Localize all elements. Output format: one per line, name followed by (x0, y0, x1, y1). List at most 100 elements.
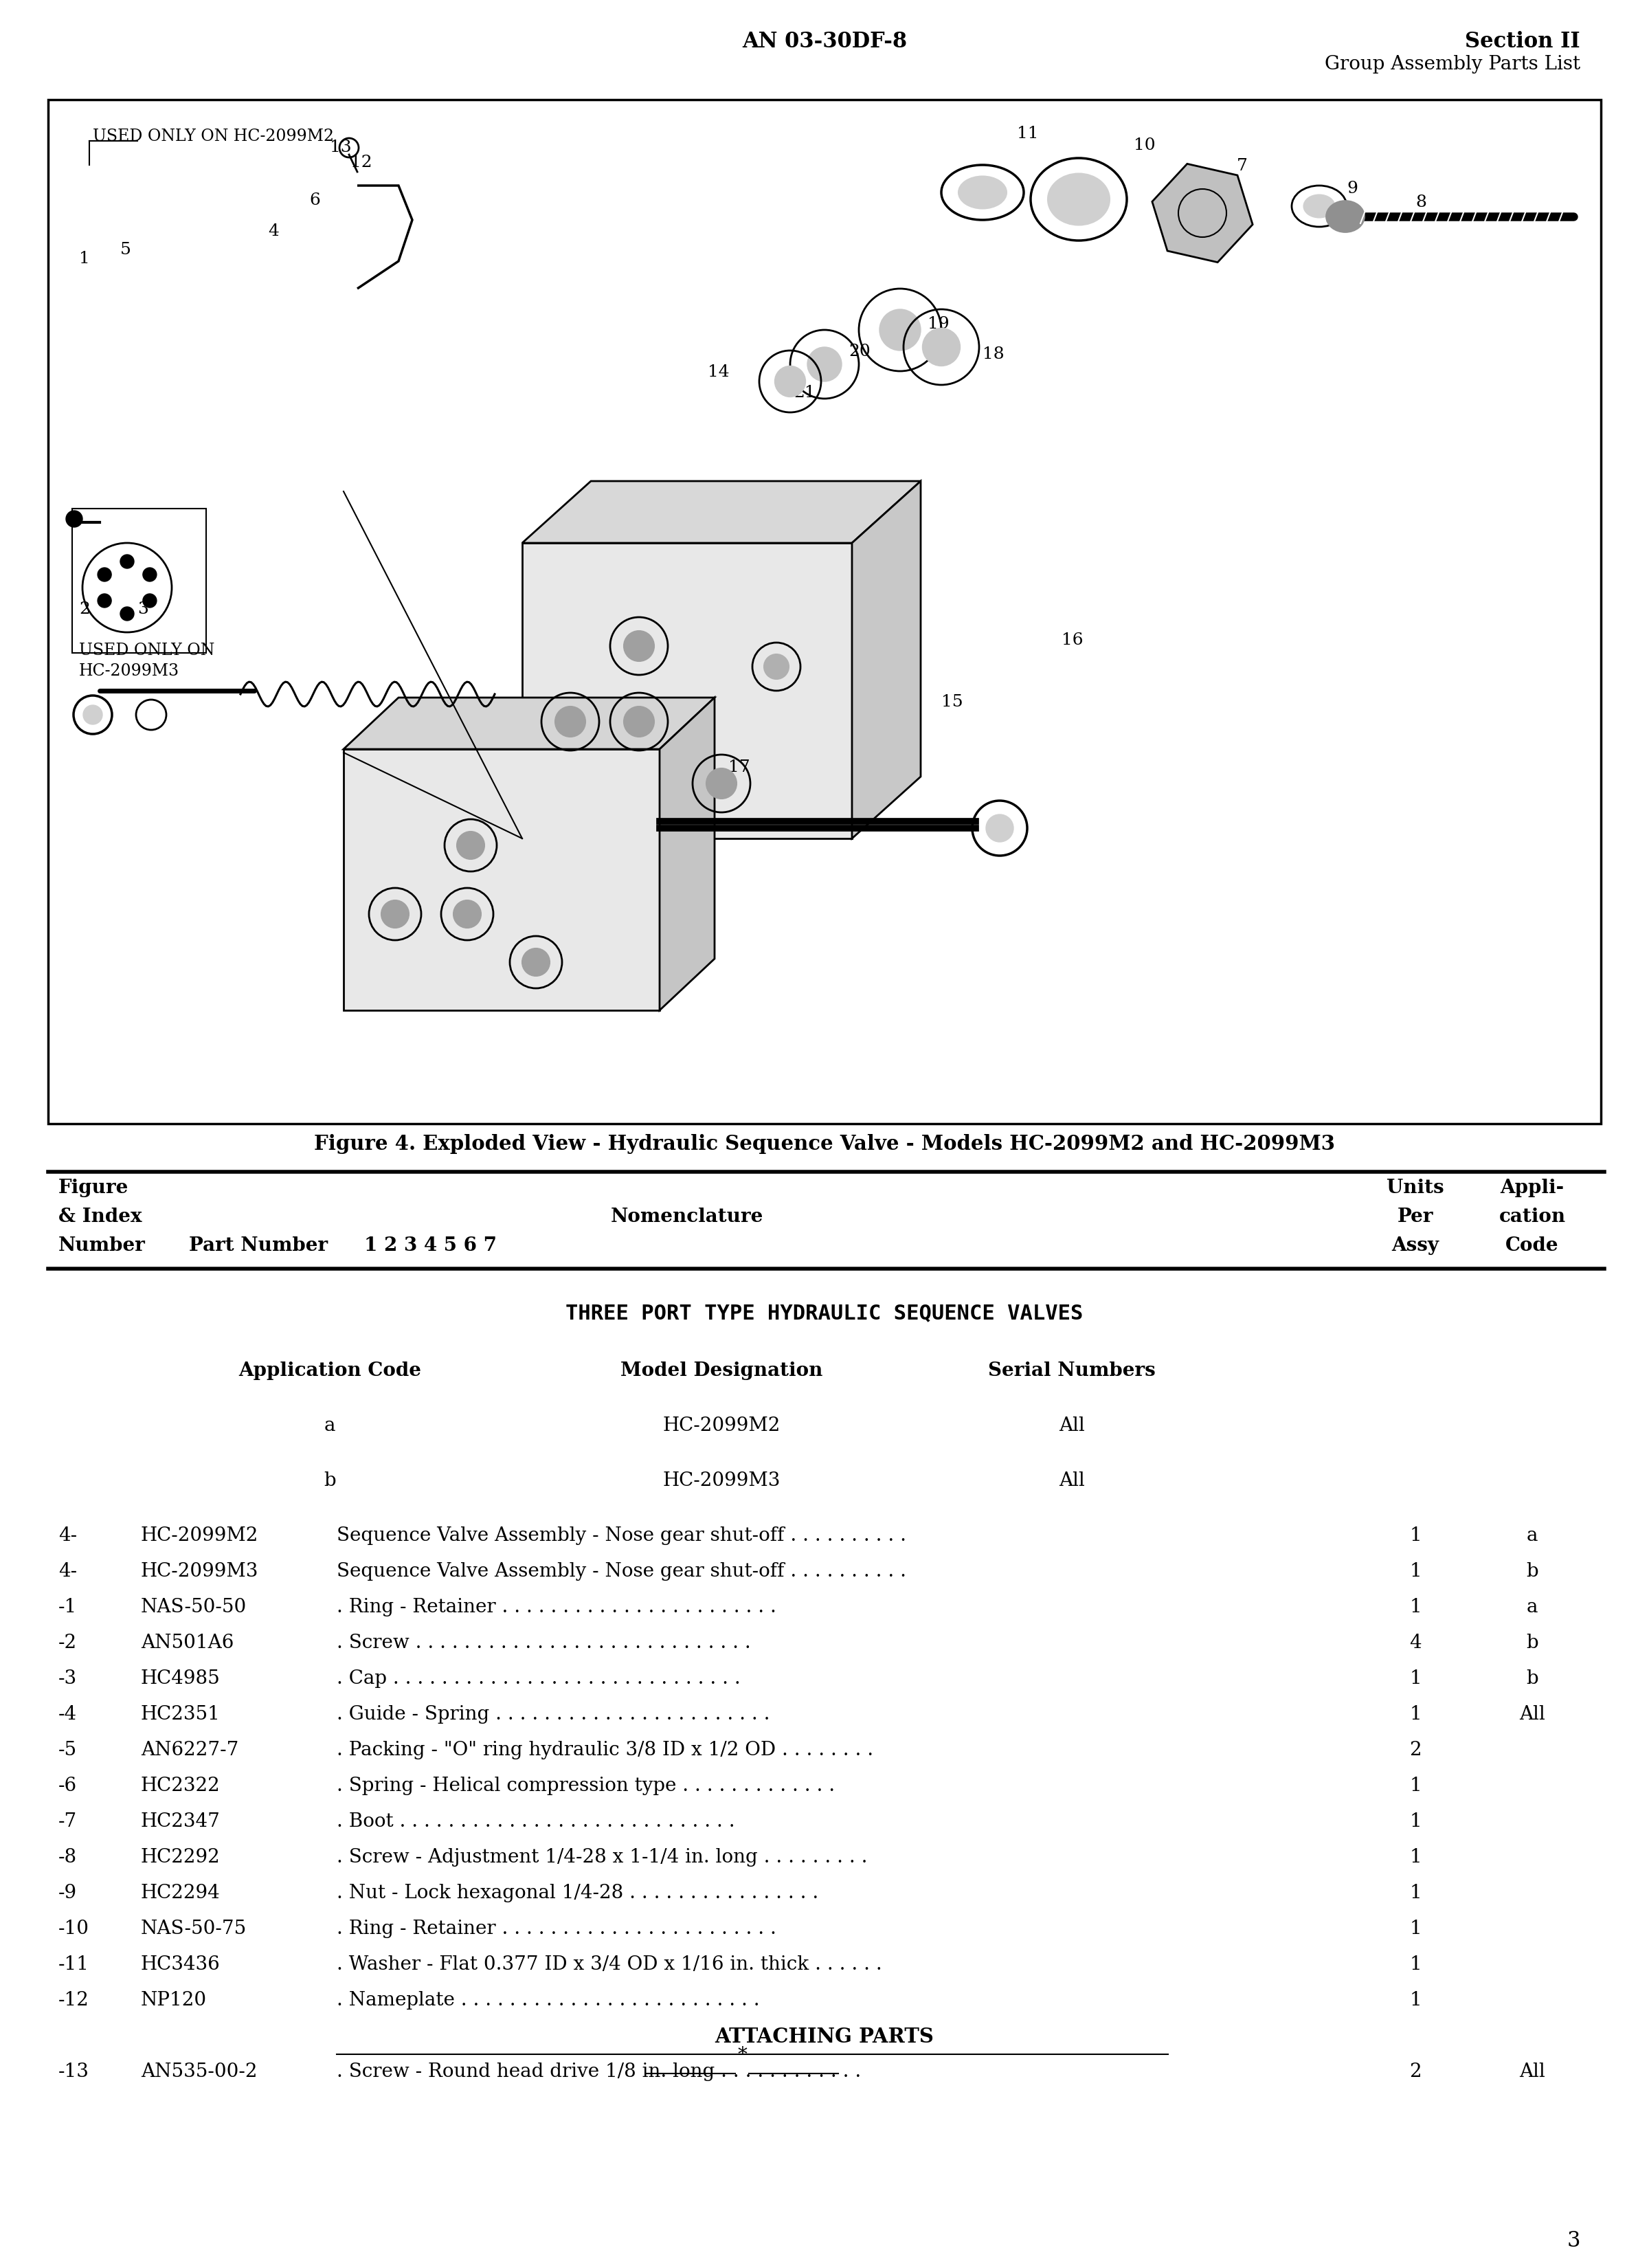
Text: Code: Code (1506, 1236, 1558, 1254)
Text: . Nut - Lock hexagonal 1/4-28 . . . . . . . . . . . . . . . .: . Nut - Lock hexagonal 1/4-28 . . . . . … (336, 1885, 818, 1903)
Circle shape (120, 556, 134, 569)
Text: All: All (1059, 1472, 1085, 1490)
Text: HC2347: HC2347 (140, 1812, 221, 1830)
Text: 11: 11 (1017, 125, 1039, 141)
Text: HC4985: HC4985 (140, 1669, 221, 1687)
Text: -5: -5 (58, 1742, 78, 1760)
Text: NAS-50-75: NAS-50-75 (140, 1919, 247, 1939)
Text: b: b (1525, 1669, 1539, 1687)
Circle shape (143, 567, 157, 581)
Circle shape (82, 705, 102, 723)
Text: 19: 19 (927, 315, 950, 331)
Text: -13: -13 (58, 2062, 89, 2082)
Ellipse shape (958, 177, 1006, 209)
Text: 1: 1 (79, 252, 89, 268)
Bar (523, 542, 853, 839)
Circle shape (763, 653, 788, 678)
Text: . Nameplate . . . . . . . . . . . . . . . . . . . . . . . . .: . Nameplate . . . . . . . . . . . . . . … (336, 1991, 760, 2009)
Text: HC-2099M2: HC-2099M2 (663, 1418, 780, 1436)
Text: . Ring - Retainer . . . . . . . . . . . . . . . . . . . . . . .: . Ring - Retainer . . . . . . . . . . . … (336, 1599, 777, 1617)
Text: 1: 1 (1410, 1706, 1421, 1724)
Text: Units: Units (1387, 1179, 1445, 1198)
Text: -9: -9 (58, 1885, 78, 1903)
Circle shape (97, 567, 112, 581)
Text: Section II: Section II (1464, 32, 1580, 52)
Text: AN535-00-2: AN535-00-2 (140, 2062, 257, 2082)
Text: 15: 15 (942, 694, 963, 710)
Text: 8: 8 (1415, 195, 1426, 211)
Text: -2: -2 (58, 1633, 78, 1651)
Text: All: All (1059, 1418, 1085, 1436)
Text: 1: 1 (1410, 1563, 1421, 1581)
Text: 1 2 3 4 5 6 7: 1 2 3 4 5 6 7 (364, 1236, 496, 1254)
Text: a: a (1527, 1599, 1539, 1617)
Text: 12: 12 (351, 154, 373, 170)
Text: 4: 4 (267, 222, 279, 238)
Text: HC-2099M3: HC-2099M3 (663, 1472, 780, 1490)
Text: -10: -10 (58, 1919, 89, 1939)
Text: NP120: NP120 (140, 1991, 206, 2009)
Circle shape (523, 948, 549, 975)
Text: Figure 4. Exploded View - Hydraulic Sequence Valve - Models HC-2099M2 and HC-209: Figure 4. Exploded View - Hydraulic Sequ… (313, 1134, 1336, 1154)
Text: -12: -12 (58, 1991, 89, 2009)
Text: a: a (1527, 1526, 1539, 1545)
Circle shape (556, 708, 585, 737)
Text: Per: Per (1397, 1207, 1433, 1227)
Text: . Spring - Helical compression type . . . . . . . . . . . . .: . Spring - Helical compression type . . … (336, 1776, 834, 1796)
Text: 1: 1 (1410, 1599, 1421, 1617)
Text: 14: 14 (707, 365, 729, 381)
Text: AN501A6: AN501A6 (140, 1633, 234, 1651)
Circle shape (623, 631, 655, 662)
Text: 1: 1 (1410, 1848, 1421, 1867)
Text: Part Number: Part Number (190, 1236, 328, 1254)
Text: b: b (323, 1472, 336, 1490)
Ellipse shape (1047, 175, 1110, 225)
Text: . Boot . . . . . . . . . . . . . . . . . . . . . . . . . . . .: . Boot . . . . . . . . . . . . . . . . .… (336, 1812, 735, 1830)
Text: 1: 1 (1410, 1812, 1421, 1830)
Text: Model Designation: Model Designation (620, 1361, 823, 1379)
Circle shape (623, 708, 655, 737)
Circle shape (97, 594, 112, 608)
Circle shape (381, 900, 409, 928)
Polygon shape (660, 699, 714, 1009)
Polygon shape (853, 481, 920, 839)
Text: Nomenclature: Nomenclature (610, 1207, 763, 1227)
Text: . Screw - Adjustment 1/4-28 x 1-1/4 in. long . . . . . . . . .: . Screw - Adjustment 1/4-28 x 1-1/4 in. … (336, 1848, 867, 1867)
Circle shape (120, 608, 134, 621)
Text: . Washer - Flat 0.377 ID x 3/4 OD x 1/16 in. thick . . . . . .: . Washer - Flat 0.377 ID x 3/4 OD x 1/16… (336, 1955, 882, 1973)
Text: NAS-50-50: NAS-50-50 (140, 1599, 247, 1617)
Circle shape (986, 814, 1014, 841)
Text: HC-2099M3: HC-2099M3 (140, 1563, 259, 1581)
Text: -3: -3 (58, 1669, 78, 1687)
Text: 1: 1 (1410, 1885, 1421, 1903)
Text: -8: -8 (58, 1848, 78, 1867)
Text: All: All (1519, 1706, 1545, 1724)
Text: 1: 1 (1410, 1776, 1421, 1796)
Text: 2: 2 (79, 601, 91, 617)
Text: HC2322: HC2322 (140, 1776, 221, 1796)
Text: -4: -4 (58, 1706, 78, 1724)
Text: Application Code: Application Code (239, 1361, 420, 1379)
Text: Assy: Assy (1392, 1236, 1440, 1254)
Polygon shape (343, 699, 714, 748)
Text: AN 03-30DF-8: AN 03-30DF-8 (742, 32, 907, 52)
Text: 6: 6 (310, 193, 320, 209)
Text: 3: 3 (137, 601, 148, 617)
Text: 16: 16 (1062, 633, 1083, 649)
Text: 3: 3 (1567, 2229, 1580, 2252)
Text: . Screw - Round head drive 1/8 in. long . . . . . . . . . . . .: . Screw - Round head drive 1/8 in. long … (336, 2062, 861, 2082)
Text: 1: 1 (1410, 1991, 1421, 2009)
Text: AN6227-7: AN6227-7 (140, 1742, 239, 1760)
Text: b: b (1525, 1633, 1539, 1651)
Text: . Ring - Retainer . . . . . . . . . . . . . . . . . . . . . . .: . Ring - Retainer . . . . . . . . . . . … (336, 1919, 777, 1939)
Text: All: All (1519, 2062, 1545, 2082)
Bar (48, 100, 1601, 1123)
Text: HC2292: HC2292 (140, 1848, 221, 1867)
Text: & Index: & Index (58, 1207, 142, 1227)
Ellipse shape (1304, 195, 1334, 218)
Polygon shape (523, 481, 920, 542)
Text: 10: 10 (1135, 138, 1156, 154)
Text: . Guide - Spring . . . . . . . . . . . . . . . . . . . . . . .: . Guide - Spring . . . . . . . . . . . .… (336, 1706, 770, 1724)
Text: HC3436: HC3436 (140, 1955, 221, 1973)
Text: Number: Number (58, 1236, 145, 1254)
